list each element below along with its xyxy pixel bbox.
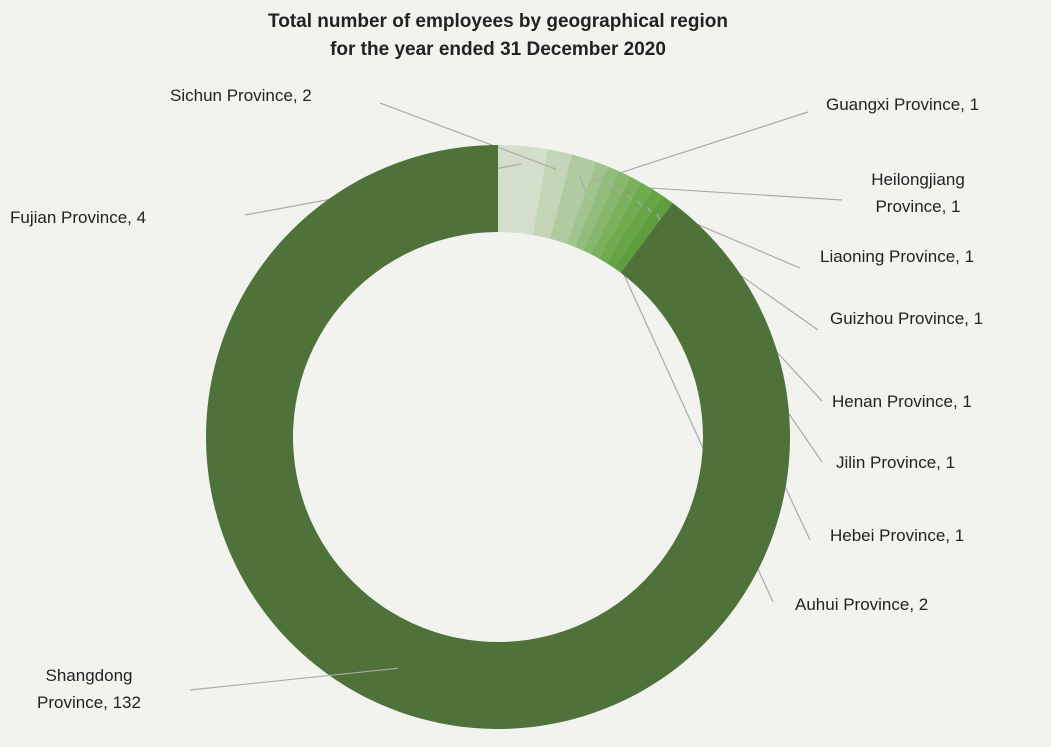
donut-slice — [566, 161, 608, 247]
data-label: Hebei Province, 1 — [830, 526, 965, 545]
data-label: Fujian Province, 4 — [10, 208, 147, 227]
donut-slice — [532, 149, 573, 239]
donut-slice — [205, 145, 791, 730]
donut-slice — [498, 145, 548, 235]
donut-slice — [574, 166, 620, 251]
chart-title: Total number of employees by geographica… — [268, 11, 728, 60]
data-label: Heilongjiang Province, 1 — [871, 170, 965, 216]
donut-slice — [549, 154, 596, 244]
leader-line — [379, 102, 557, 170]
data-label: Jilin Province, 1 — [836, 453, 956, 472]
data-label: Guangxi Province, 1 — [826, 95, 980, 114]
leader-line — [595, 111, 809, 182]
data-label: Liaoning Province, 1 — [820, 247, 975, 266]
leader-line — [189, 667, 398, 691]
data-label: Shangdong Province, 132 — [37, 666, 141, 712]
donut-slice — [582, 171, 631, 255]
data-label: Guizhou Province, 1 — [830, 309, 984, 328]
data-label: Sichun Province, 2 — [170, 86, 312, 105]
data-label: Henan Province, 1 — [832, 392, 972, 411]
data-label: Auhui Province, 2 — [795, 595, 929, 614]
